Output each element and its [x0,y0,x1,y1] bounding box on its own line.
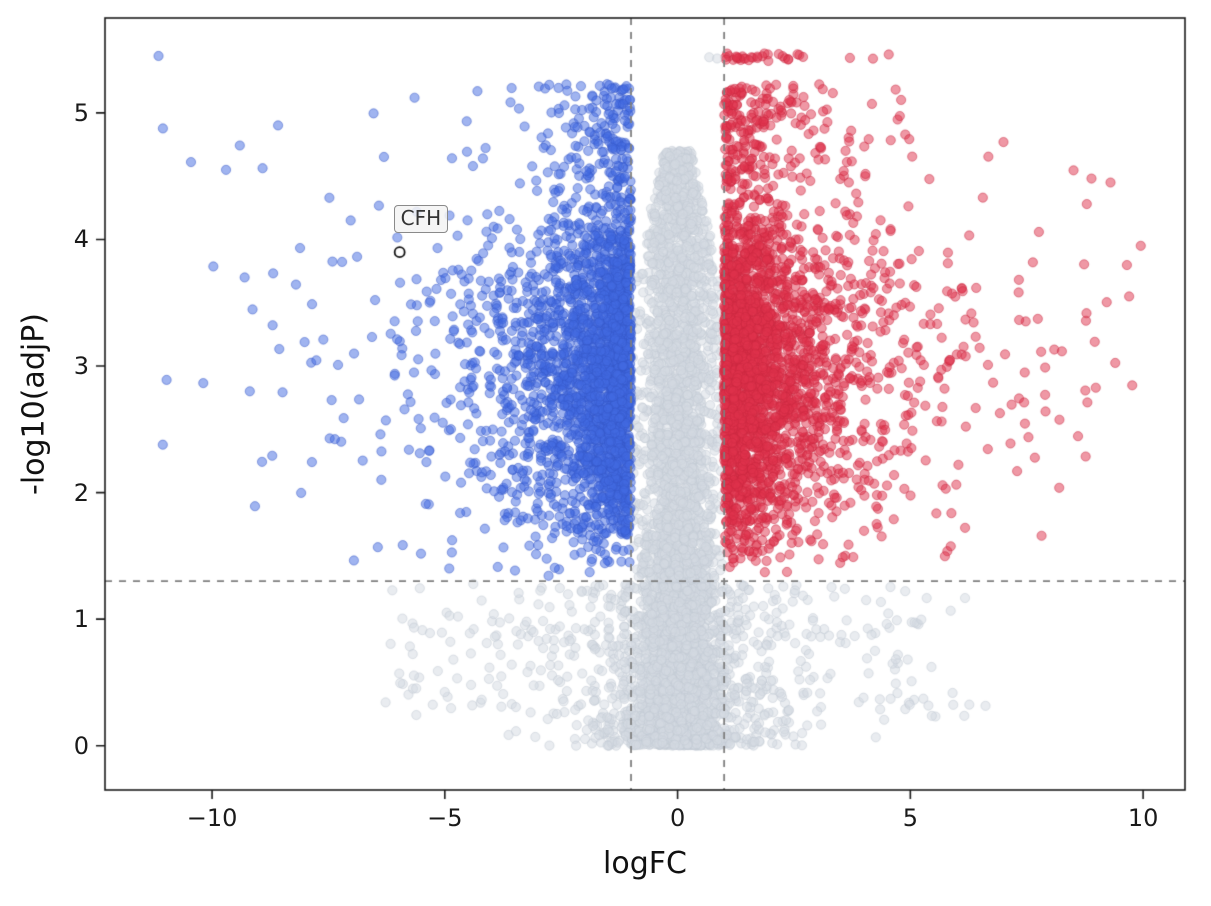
plot-canvas [0,0,1211,906]
